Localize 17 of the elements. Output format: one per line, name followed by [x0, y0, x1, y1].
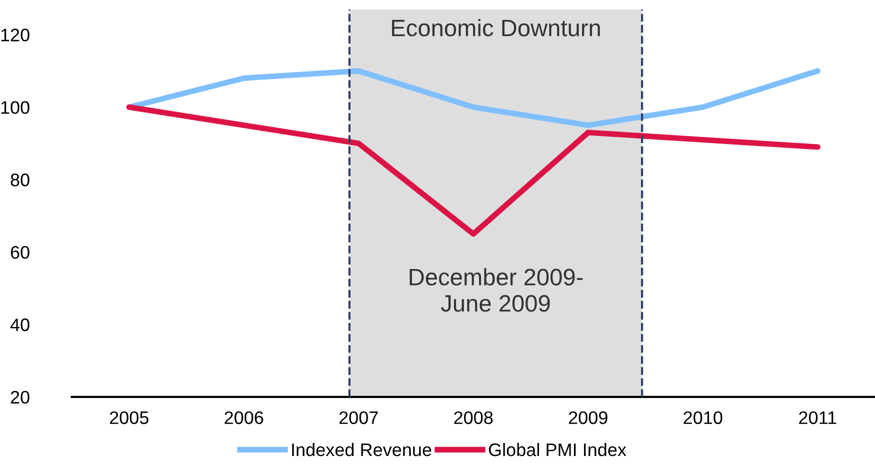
x-tick-label: 2009 [568, 411, 608, 424]
band-label: Economic Downturn [392, 19, 600, 36]
y-tick-label: 120 [1, 28, 30, 42]
y-tick-label: 80 [10, 174, 30, 186]
annotation: December 2009- June 2009 [410, 268, 583, 312]
y-tick-label: 100 [1, 101, 30, 114]
legend-label: Indexed Revenue [292, 442, 432, 456]
x-tick-label: 2005 [110, 411, 148, 424]
legend-label: Global PMI Index [488, 442, 626, 456]
x-tick-label: 2010 [684, 411, 722, 424]
x-tick-label: 2007 [339, 411, 378, 424]
y-tick-label: 60 [10, 246, 30, 259]
x-tick-label: 2011 [799, 411, 836, 424]
y-tick-label: 20 [10, 390, 30, 404]
x-tick-label: 2008 [454, 411, 493, 424]
x-tick-label: 2006 [224, 411, 264, 424]
y-tick-label: 40 [10, 318, 30, 332]
